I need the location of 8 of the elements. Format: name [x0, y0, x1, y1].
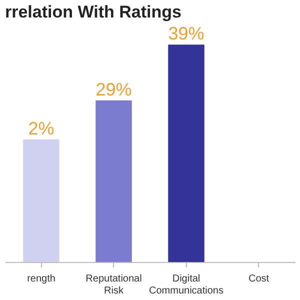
- chart-title: rrelation With Ratings: [5, 2, 182, 22]
- x-tick-label: rength: [27, 274, 56, 284]
- x-tick-label: Cost: [248, 274, 270, 284]
- x-tick-label: Digital Communications: [149, 274, 224, 296]
- data-label: 39%: [168, 24, 204, 44]
- x-tick-label: Reputational Risk: [86, 274, 142, 296]
- annotation: 2%: [28, 118, 54, 138]
- data-label: 29%: [96, 79, 132, 100]
